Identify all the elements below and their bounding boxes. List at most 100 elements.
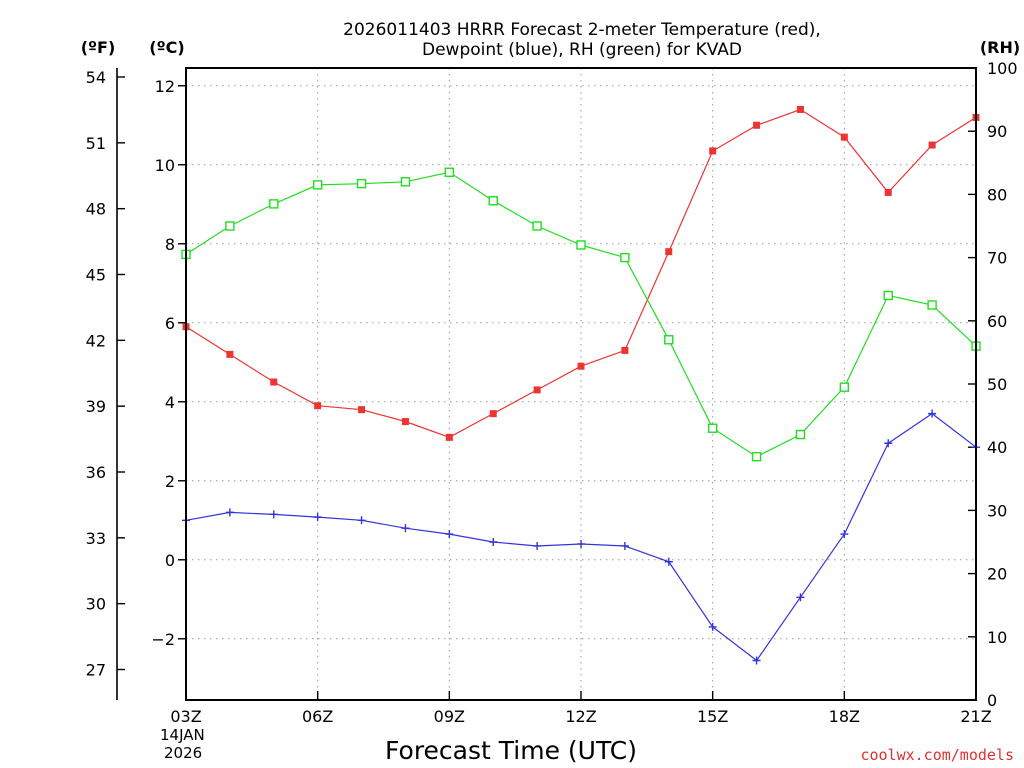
dewpoint-point <box>620 541 629 550</box>
rh-point <box>751 451 762 462</box>
celsius-tick-label: 0 <box>165 551 175 570</box>
temperature-point <box>445 433 453 441</box>
celsius-tick-label: 4 <box>165 393 175 412</box>
rh-point <box>576 240 586 250</box>
fahrenheit-axis-unit: (ºF) <box>81 38 116 57</box>
dewpoint-point <box>840 530 849 539</box>
time-tick-label: 21Z <box>960 707 991 726</box>
time-tick-label: 03Z <box>170 707 201 726</box>
date-year-label: 2026 <box>164 744 202 762</box>
rh-tick-label: 20 <box>987 565 1007 584</box>
rh-point <box>444 167 455 177</box>
fahrenheit-tick-label: 30 <box>86 595 106 614</box>
date-day-label: 14JAN <box>160 726 205 744</box>
rh-axis-unit: (RH) <box>980 38 1020 57</box>
fahrenheit-tick-label: 54 <box>86 68 106 87</box>
rh-tick-label: 60 <box>987 312 1007 331</box>
fahrenheit-tick-label: 33 <box>86 529 106 548</box>
time-tick-label: 18Z <box>829 707 860 726</box>
temperature-point <box>928 141 936 149</box>
rh-point <box>269 199 279 209</box>
fahrenheit-axis-ticks: 27 30 33 36 39 42 45 48 51 54 <box>86 68 125 679</box>
rh-point <box>312 180 323 190</box>
rh-point <box>883 290 893 301</box>
celsius-tick-label: 6 <box>165 314 175 333</box>
plot-frame <box>185 67 977 701</box>
celsius-tick-label: 2 <box>165 472 175 491</box>
time-axis-ticks: 03Z 06Z 09Z 12Z 15Z 18Z 21Z <box>170 691 992 726</box>
temperature-point <box>577 362 585 370</box>
dewpoint-point <box>752 656 761 665</box>
rh-point <box>532 221 542 231</box>
chart-title-line1: 2026011403 HRRR Forecast 2-meter Tempera… <box>343 20 821 40</box>
rh-tick-label: 40 <box>987 438 1007 457</box>
rh-tick-label: 70 <box>987 249 1007 268</box>
temperature-point <box>884 188 892 196</box>
celsius-tick-label: 10 <box>155 156 175 175</box>
dewpoint-point <box>489 538 498 546</box>
rh-tick-label: 30 <box>987 501 1007 520</box>
rh-tick-label: 100 <box>987 59 1018 78</box>
dewpoint-point <box>577 539 585 548</box>
celsius-tick-label: 8 <box>165 235 175 254</box>
time-tick-label: 15Z <box>697 707 728 726</box>
dewpoint-point <box>796 593 805 602</box>
temperature-point <box>270 378 278 386</box>
dewpoint-point <box>445 530 454 539</box>
dewpoint-point <box>928 409 937 418</box>
dewpoint-point <box>884 439 893 448</box>
dewpoint-point <box>664 557 673 566</box>
rh-tick-label: 90 <box>987 122 1007 141</box>
rh-point <box>400 177 411 187</box>
grid-lines <box>186 68 976 700</box>
temperature-point <box>314 402 322 410</box>
time-tick-label: 09Z <box>434 707 465 726</box>
dewpoint-point <box>401 524 410 533</box>
rh-point <box>927 300 937 310</box>
fahrenheit-tick-label: 39 <box>86 397 106 416</box>
rh-point <box>225 221 235 231</box>
rh-point <box>839 382 850 392</box>
rh-tick-label: 50 <box>987 375 1007 394</box>
x-axis-label: Forecast Time (UTC) <box>385 736 637 765</box>
rh-point <box>664 335 674 345</box>
rh-tick-label: 80 <box>987 185 1007 204</box>
temperature-point <box>665 248 673 256</box>
temperature-point <box>621 346 629 354</box>
credit-label: coolwx.com/models <box>860 746 1014 764</box>
temperature-point <box>796 105 804 113</box>
fahrenheit-tick-label: 51 <box>86 134 106 153</box>
dewpoint-point <box>357 516 366 525</box>
fahrenheit-tick-label: 48 <box>86 200 106 219</box>
temperature-point <box>753 121 761 129</box>
rh-tick-label: 10 <box>987 628 1007 647</box>
time-tick-label: 12Z <box>565 707 596 726</box>
temperature-point <box>533 386 541 394</box>
dewpoint-point <box>708 622 717 631</box>
dewpoint-point <box>533 541 542 550</box>
chart-title-line2: Dewpoint (blue), RH (green) for KVAD <box>422 40 742 60</box>
dewpoint-point <box>313 513 322 522</box>
rh-axis-ticks: 0 10 20 30 40 50 60 70 80 90 100 <box>968 59 1018 710</box>
fahrenheit-tick-label: 27 <box>86 660 106 679</box>
rh-point <box>707 423 718 433</box>
fahrenheit-tick-label: 42 <box>86 331 106 350</box>
celsius-axis-ticks: −2 0 2 4 6 8 10 12 <box>151 77 186 649</box>
temperature-point <box>401 418 409 426</box>
fahrenheit-tick-label: 45 <box>86 265 106 284</box>
celsius-tick-label: −2 <box>151 630 175 649</box>
rh-tick-label: 0 <box>987 691 997 710</box>
rh-point <box>795 429 806 440</box>
rh-point <box>620 252 630 263</box>
celsius-tick-label: 12 <box>155 77 175 96</box>
temperature-point <box>709 147 717 155</box>
fahrenheit-tick-label: 36 <box>86 463 106 482</box>
temperature-point <box>226 350 234 358</box>
celsius-axis-unit: (ºC) <box>149 38 184 57</box>
dewpoint-point <box>269 510 278 519</box>
rh-point <box>356 178 367 189</box>
series-layer <box>181 105 981 665</box>
dewpoint-point <box>225 508 234 517</box>
time-tick-label: 06Z <box>302 707 333 726</box>
